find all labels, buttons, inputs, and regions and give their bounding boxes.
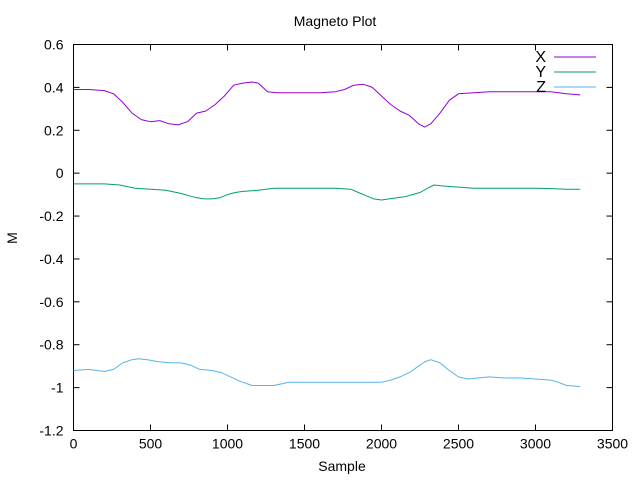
- y-tick-label: -1: [51, 380, 64, 396]
- y-tick-label: -0.8: [39, 337, 63, 353]
- y-tick-label: 0: [56, 165, 64, 181]
- x-tick-label: 2000: [366, 436, 397, 452]
- y-tick-label: -1.2: [39, 423, 63, 439]
- x-tick-label: 1500: [289, 436, 320, 452]
- series-line-x: [73, 81, 581, 128]
- y-tick-label: -0.4: [39, 251, 63, 267]
- legend-label-y: Y: [535, 64, 546, 81]
- axis-tick-labels: 0 500 1000 1500 2000 2500 3000 3500 -1.2 -1 -0.8 -0…: [39, 37, 628, 452]
- chart-title: Magneto Plot: [294, 13, 377, 29]
- series-line-y: [73, 183, 581, 201]
- y-axis-label: M: [4, 232, 20, 244]
- x-tick-label: 0: [70, 436, 78, 452]
- series-line-z: [73, 358, 581, 387]
- y-tick-label: 0.4: [44, 79, 64, 95]
- x-tick-label: 1000: [212, 436, 243, 452]
- y-tick-label: -0.6: [39, 294, 63, 310]
- y-tick-label: 0.2: [44, 122, 64, 138]
- legend-label-x: X: [535, 49, 546, 66]
- legend-label-z: Z: [536, 79, 546, 96]
- plot-frame: [73, 44, 613, 431]
- axis-ticks: [73, 44, 613, 431]
- x-tick-label: 500: [139, 436, 163, 452]
- x-tick-label: 3000: [520, 436, 551, 452]
- y-tick-label: 0.6: [44, 37, 64, 53]
- x-tick-label: 3500: [597, 436, 628, 452]
- x-tick-label: 2500: [443, 436, 474, 452]
- y-tick-label: -0.2: [39, 208, 63, 224]
- series-lines: [73, 81, 581, 387]
- x-axis-label: Sample: [318, 458, 366, 474]
- legend: XYZ: [535, 49, 596, 96]
